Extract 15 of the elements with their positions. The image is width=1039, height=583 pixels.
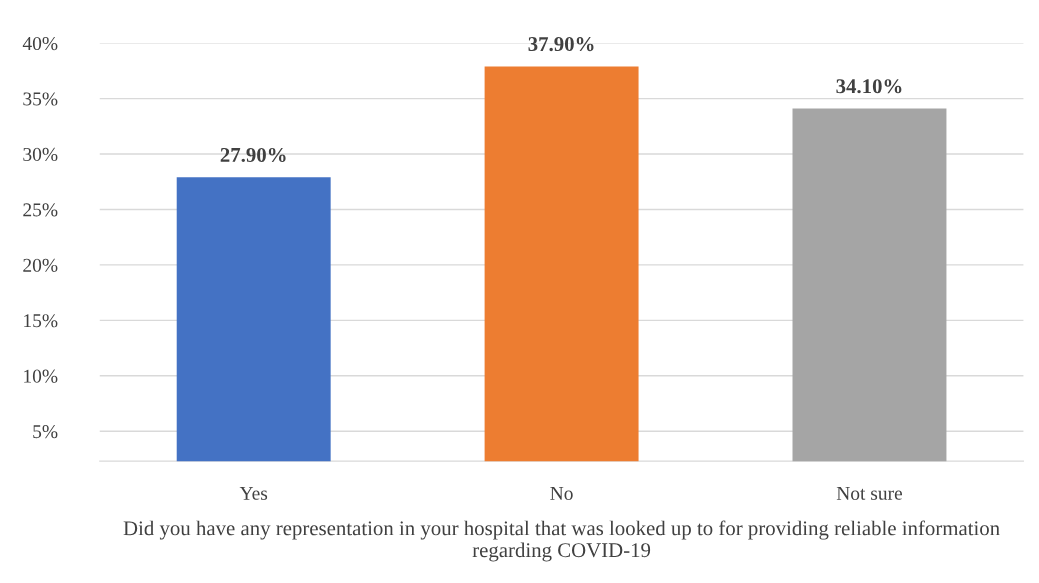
y-tick-label: 30% — [23, 147, 58, 162]
y-tick-label: 5% — [33, 425, 58, 439]
y-tick-label: 15% — [24, 314, 58, 328]
x-tick-label: No — [550, 486, 573, 500]
data-label: 34.10% — [836, 79, 902, 94]
data-label: 37.90% — [528, 37, 594, 52]
y-tick-label: 10% — [24, 369, 58, 383]
y-tick-label: 40% — [22, 36, 58, 51]
data-label: 27.90% — [220, 147, 286, 163]
y-tick-label: 35% — [23, 92, 58, 106]
x-axis-title: Did you have any representation in your hospital that was looked up to for providing reliable information regarding COVID-19 — [123, 520, 1000, 562]
x-tick-label: Yes — [239, 486, 268, 500]
y-tick-label: 20% — [23, 258, 58, 272]
x-tick-label: Not sure — [836, 486, 903, 500]
y-tick-label: 25% — [23, 203, 58, 217]
